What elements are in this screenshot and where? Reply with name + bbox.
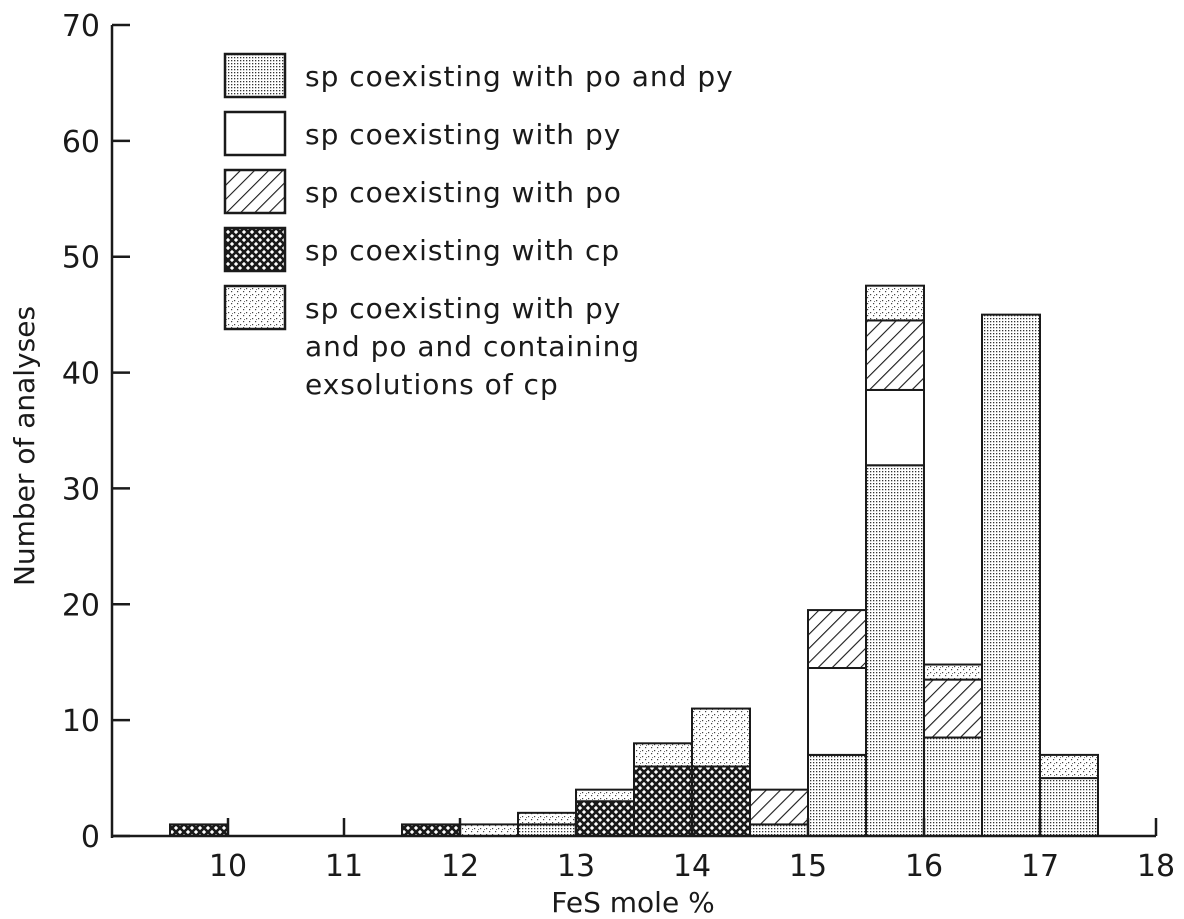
legend-swatch (223, 52, 287, 99)
legend-swatch (223, 168, 287, 215)
legend-label: sp coexisting with cp (305, 234, 620, 267)
bar-segment-cp (575, 800, 635, 837)
bar-segment-py_po_exsol (517, 811, 577, 826)
legend-item-po: sp coexisting with po (223, 168, 622, 215)
y-tick-label: 0 (81, 820, 100, 855)
bar-segment-po (749, 788, 809, 826)
bar-segment-py_po_exsol (575, 788, 635, 803)
y-ticks: 0 10 20 30 40 50 60 70 (62, 9, 130, 855)
legend: sp coexisting with po and py sp coexistin… (223, 52, 734, 401)
bar-segment-py_po_cp (807, 753, 867, 838)
x-tick-label: 18 (1137, 849, 1175, 884)
x-tick-label: 16 (905, 849, 943, 884)
bar-segment-py_po_exsol (1039, 753, 1099, 780)
y-tick-label: 40 (62, 357, 100, 392)
x-tick-label: 12 (441, 849, 479, 884)
x-axis-label: FeS mole % (551, 886, 714, 919)
x-tick-label: 11 (325, 849, 363, 884)
bar-segment-cp (691, 765, 751, 837)
bar-segment-py_po_cp (517, 823, 577, 838)
y-tick-label: 50 (62, 241, 100, 276)
legend-label: sp coexisting with po (305, 176, 622, 209)
bar-segment-py_po_exsol (691, 707, 751, 768)
x-ticks: 10 11 12 13 14 15 16 17 18 (209, 818, 1175, 884)
bar-segment-py_po_cp (923, 736, 983, 837)
bar-segment-py_po_exsol (923, 663, 983, 681)
bar-segment-py_po_exsol (865, 284, 925, 322)
y-tick-label: 20 (62, 588, 100, 623)
y-tick-label: 10 (62, 704, 100, 739)
legend-swatch (223, 284, 287, 331)
x-tick-label: 13 (557, 849, 595, 884)
bar-segment-py_po_cp (749, 823, 809, 838)
bar-segment-cp (401, 823, 461, 838)
x-tick-label: 15 (789, 849, 827, 884)
x-tick-label: 14 (673, 849, 711, 884)
bar-segment-py_po_cp (1039, 777, 1099, 837)
y-tick-label: 60 (62, 125, 100, 160)
y-tick-label: 70 (62, 9, 100, 44)
legend-label: sp coexisting with py (305, 292, 621, 325)
legend-swatch (223, 110, 287, 157)
x-tick-label: 10 (209, 849, 247, 884)
bar-segment-py_po_exsol (459, 823, 519, 838)
bar-segment-po (923, 678, 983, 739)
legend-item-py: sp coexisting with py (223, 110, 621, 157)
bar-segment-po (807, 609, 867, 670)
legend-label: sp coexisting with po and py (305, 60, 734, 93)
legend-label: sp coexisting with py (305, 118, 621, 151)
bars (169, 284, 1099, 838)
x-tick-label: 17 (1021, 849, 1059, 884)
legend-item-py_po_exsol: sp coexisting with py and po and containi… (223, 284, 640, 401)
legend-swatch (223, 226, 287, 273)
bar-segment-py_po_cp (865, 464, 925, 837)
y-tick-label: 30 (62, 472, 100, 507)
axes (110, 25, 1156, 838)
bar-segment-py_po_cp (981, 313, 1041, 837)
y-axis-label: Number of analyses (8, 306, 41, 586)
bar-segment-py (865, 388, 925, 467)
bar-segment-cp (633, 765, 693, 837)
bar-segment-po (865, 319, 925, 391)
legend-item-py_po_cp: sp coexisting with po and py (223, 52, 734, 99)
legend-label: and po and containing (305, 330, 640, 363)
bar-segment-cp (169, 823, 229, 838)
bar-segment-py (807, 667, 867, 756)
legend-item-cp: sp coexisting with cp (223, 226, 620, 273)
bar-segment-py_po_exsol (633, 742, 693, 768)
legend-label: exsolutions of cp (305, 368, 559, 401)
